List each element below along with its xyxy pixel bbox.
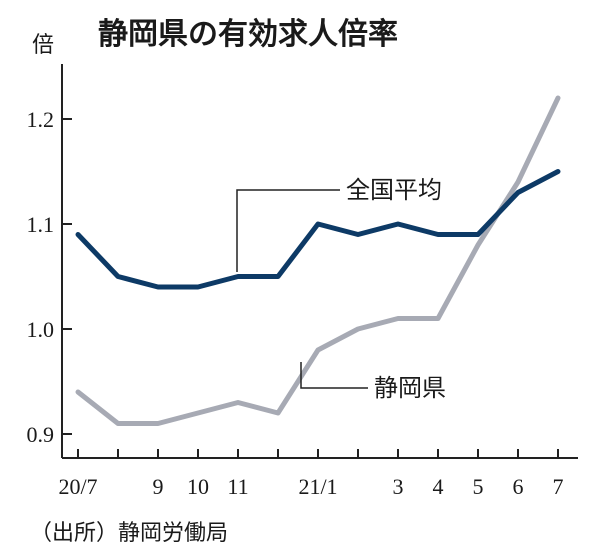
series-label-national: 全国平均 bbox=[346, 176, 442, 204]
x-tick-label: 9 bbox=[153, 474, 164, 499]
series-line-shizuoka bbox=[75, 95, 561, 426]
x-tick-label: 21/1 bbox=[298, 474, 337, 499]
y-ticks: 0.9 1.0 1.1 1.2 bbox=[27, 107, 72, 447]
y-tick-label: 1.0 bbox=[27, 317, 55, 342]
source-note: （出所）静岡労働局 bbox=[30, 521, 228, 546]
x-tick-label: 20/7 bbox=[58, 474, 97, 499]
x-tick-label: 11 bbox=[227, 474, 248, 499]
y-tick-label: 1.1 bbox=[27, 212, 55, 237]
x-tick-label: 3 bbox=[393, 474, 404, 499]
x-tick-label: 10 bbox=[187, 474, 209, 499]
x-tick-label: 6 bbox=[513, 474, 524, 499]
x-tick-label: 5 bbox=[473, 474, 484, 499]
series-line-national bbox=[75, 169, 561, 290]
chart-title: 静岡県の有効求人倍率 bbox=[98, 17, 398, 52]
y-tick-label: 0.9 bbox=[27, 422, 55, 447]
label-leader-shizuoka bbox=[300, 362, 368, 389]
x-tick-label: 7 bbox=[553, 474, 564, 499]
axes bbox=[61, 64, 578, 459]
series-lines bbox=[75, 95, 561, 426]
x-tick-label: 4 bbox=[433, 474, 444, 499]
x-ticks: 20/7 9 10 11 21/1 3 4 5 6 7 bbox=[58, 449, 564, 499]
y-tick-label: 1.2 bbox=[27, 107, 55, 132]
series-labels: 全国平均 静岡県 bbox=[236, 176, 446, 402]
y-axis-unit: 倍 bbox=[32, 33, 54, 58]
series-label-shizuoka: 静岡県 bbox=[374, 374, 446, 402]
label-leader-national bbox=[236, 189, 340, 272]
